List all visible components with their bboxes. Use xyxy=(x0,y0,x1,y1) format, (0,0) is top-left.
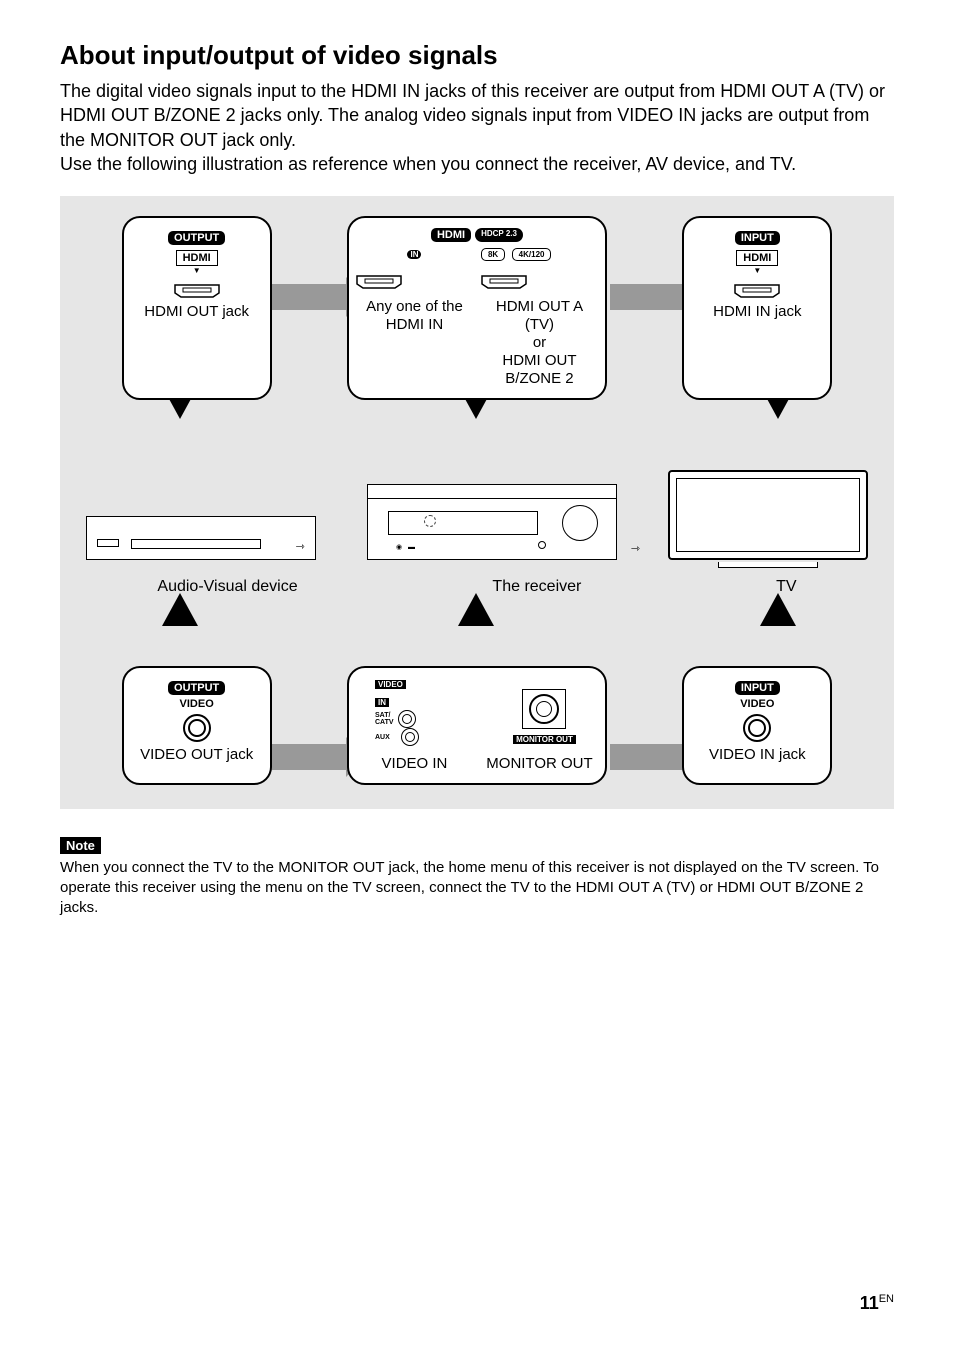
page-title: About input/output of video signals xyxy=(60,40,894,71)
hdmi-out-jack-label: HDMI OUT jack xyxy=(130,303,264,321)
hdmi-badge: HDMI xyxy=(431,228,471,242)
res-4k120-badge: 4K/120 xyxy=(512,248,552,261)
video-in-jack-label: VIDEO IN jack xyxy=(690,746,824,764)
rca-mini-icon xyxy=(398,710,416,728)
receiver-video-box: VIDEO IN SAT/ CATV AUX MONITOR OUT VIDEO… xyxy=(347,666,607,784)
video-port-label: VIDEO xyxy=(130,698,264,710)
hdmi-input-box: INPUT HDMI ▼ HDMI IN jack xyxy=(682,216,832,400)
pointer-icon xyxy=(460,594,492,624)
rca-jack-icon xyxy=(743,714,771,742)
hdmi-in-port-icon xyxy=(355,274,474,290)
receiver-icon: ◉ ▬ ⇾ xyxy=(367,484,617,560)
pointer-icon xyxy=(164,594,196,624)
triangle-down-icon: ▼ xyxy=(690,266,824,275)
hdmi-port-label: HDMI xyxy=(176,250,218,266)
hdmi-port-label-r: HDMI xyxy=(736,250,778,266)
av-device-icon: ⇾ xyxy=(86,516,316,560)
pointer-icon xyxy=(762,594,794,624)
arrow-video-receiver-to-tv xyxy=(610,744,690,770)
video-badge: VIDEO xyxy=(375,680,406,689)
output-badge: OUTPUT xyxy=(168,681,225,695)
monitor-out-group xyxy=(522,689,566,729)
hdmi-in-any-label: Any one of the HDMI IN xyxy=(355,298,474,334)
video-output-box: OUTPUT VIDEO VIDEO OUT jack xyxy=(122,666,272,784)
arrow-hdmi-receiver-to-tv xyxy=(610,284,690,310)
video-in-label: VIDEO IN xyxy=(355,755,474,773)
video-input-box: INPUT VIDEO VIDEO IN jack xyxy=(682,666,832,784)
rca-jack-icon xyxy=(529,694,559,724)
hdmi-in-jack-label: HDMI IN jack xyxy=(690,303,824,321)
note-badge: Note xyxy=(60,837,101,854)
aux-label: AUX xyxy=(375,734,397,741)
hdmi-port-icon xyxy=(733,283,781,299)
hdmi-out-a-label: HDMI OUT A (TV) or HDMI OUT B/ZONE 2 xyxy=(480,298,599,388)
rca-jack-icon xyxy=(183,714,211,742)
monitor-out-badge: MONITOR OUT xyxy=(513,735,576,744)
signal-diagram: OUTPUT HDMI ▼ HDMI OUT jack HDMI HDCP 2.… xyxy=(60,196,894,808)
note-text: When you connect the TV to the MONITOR O… xyxy=(60,858,894,919)
receiver-hdmi-box: HDMI HDCP 2.3 IN 8K 4K/120 xyxy=(347,216,607,400)
hdcp-badge: HDCP 2.3 xyxy=(475,228,523,242)
hdmi-out-port-icon xyxy=(480,274,599,290)
sat-catv-label: SAT/ CATV xyxy=(375,712,394,726)
input-badge: INPUT xyxy=(735,231,780,245)
video-out-jack-label: VIDEO OUT jack xyxy=(130,746,264,764)
res-8k-badge: 8K xyxy=(481,248,505,261)
rca-mini-icon xyxy=(401,728,419,746)
triangle-down-icon: ▼ xyxy=(130,266,264,275)
output-badge: OUTPUT xyxy=(168,231,225,245)
hdmi-output-box: OUTPUT HDMI ▼ HDMI OUT jack xyxy=(122,216,272,400)
video-port-label: VIDEO xyxy=(690,698,824,710)
hdmi-port-icon xyxy=(173,283,221,299)
intro-text: The digital video signals input to the H… xyxy=(60,79,894,176)
in-badge: IN xyxy=(375,698,389,707)
page-number: 11EN xyxy=(860,1293,894,1314)
in-badge: IN xyxy=(407,250,421,259)
tv-icon xyxy=(668,470,868,560)
input-badge: INPUT xyxy=(735,681,780,695)
receiver-label: The receiver xyxy=(492,578,581,596)
monitor-out-label: MONITOR OUT xyxy=(480,755,599,773)
